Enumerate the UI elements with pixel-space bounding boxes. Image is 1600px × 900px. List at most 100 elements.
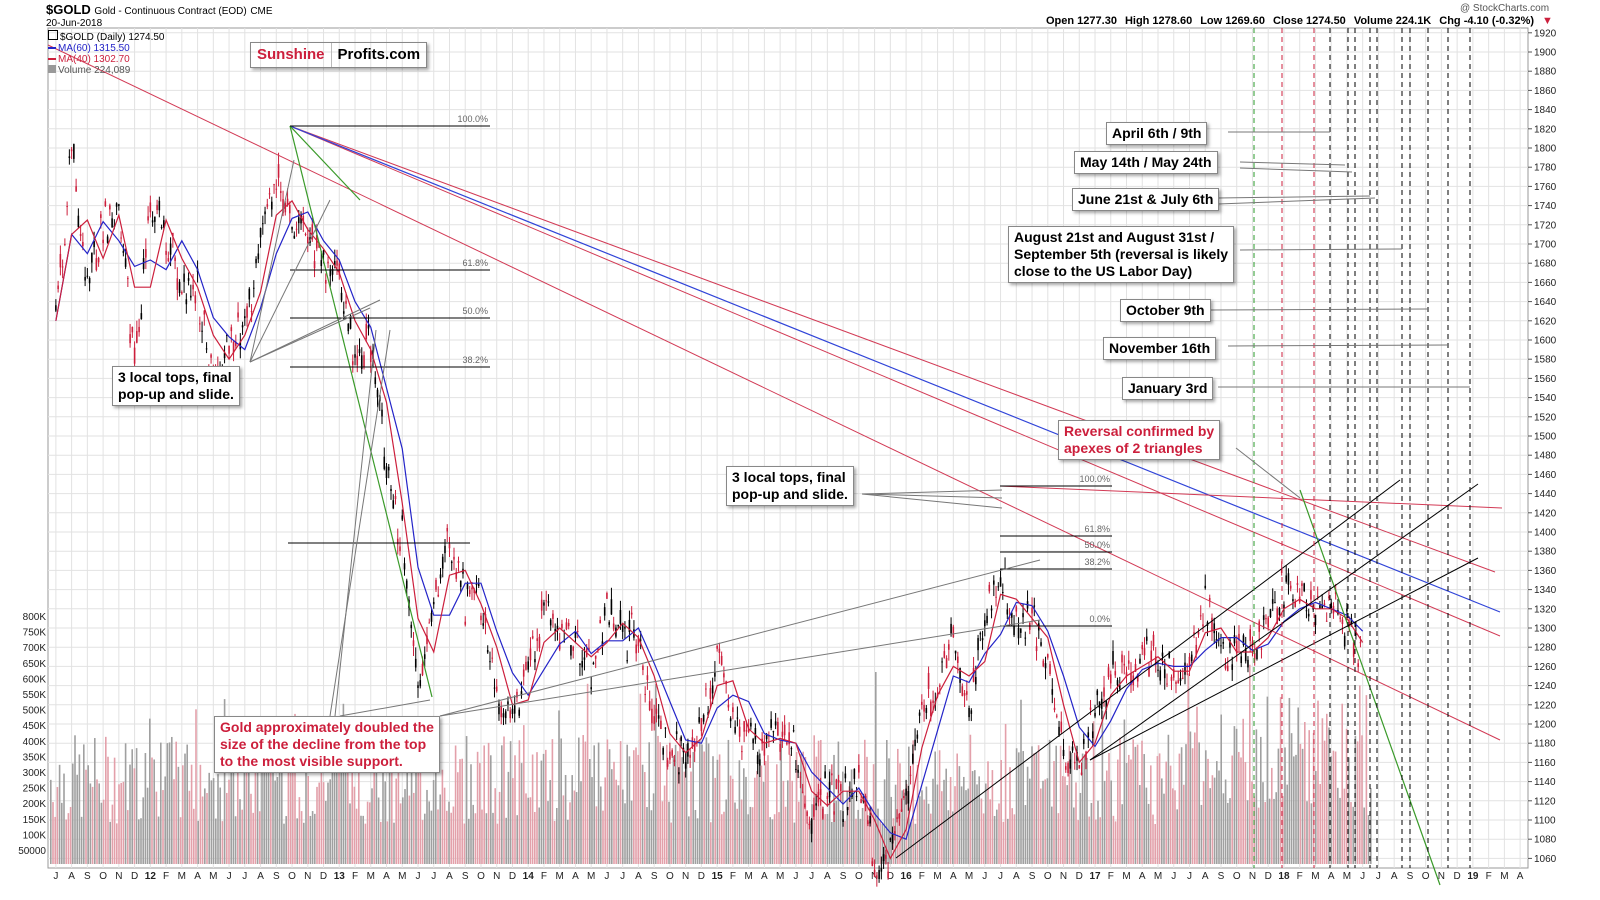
volume-bar [1154, 823, 1156, 864]
volume-bar [404, 789, 406, 864]
price-candle-body [336, 260, 338, 266]
fib-label-2012: 100.0% [457, 114, 488, 124]
volume-bar [604, 777, 606, 864]
price-candle-body [792, 730, 795, 732]
symbol: $GOLD [46, 2, 91, 17]
price-candle-body [142, 258, 145, 270]
y-tick-label: 1240 [1534, 681, 1557, 692]
volume-bar [380, 821, 382, 864]
price-candle-body [849, 791, 851, 793]
volume-bar [663, 785, 666, 864]
volume-bar [1092, 721, 1095, 864]
price-candle-body [376, 389, 379, 398]
price-candle-body [396, 538, 399, 545]
volume-bar [415, 750, 417, 864]
price-candle-body [1139, 658, 1141, 664]
volume-bar [179, 817, 182, 864]
red-channel-trendline-lower [289, 125, 1501, 637]
price-candle-body [1278, 607, 1281, 616]
price-candle-body [772, 731, 775, 733]
price-candle-body [327, 261, 329, 264]
price-candle-body [160, 227, 163, 229]
price-candle-body [127, 278, 129, 280]
y-tick-label: 1480 [1534, 451, 1557, 462]
price-candle-body [500, 706, 503, 718]
volume-bar [67, 813, 70, 864]
annotation-tops-2016: 3 local tops, final pop-up and slide. [726, 466, 854, 506]
volume-bar [765, 760, 767, 864]
volume-bar [1152, 814, 1154, 864]
volume-bar [899, 763, 901, 864]
x-tick-label: J [793, 871, 798, 882]
price-candle-body [432, 601, 435, 605]
y-tick-label: 1220 [1534, 700, 1557, 711]
green-top-line-2013 [289, 125, 361, 201]
price-candle-body [612, 623, 615, 630]
volume-tick-label: 450K [23, 721, 47, 732]
volume-bar [303, 822, 305, 864]
volume-bar [611, 769, 613, 864]
volume-bar [292, 747, 294, 864]
volume-bar [100, 802, 103, 864]
volume-bar [342, 703, 345, 864]
volume-bar [1031, 746, 1033, 864]
volume-bar [177, 766, 180, 864]
volume-bar [1090, 802, 1093, 864]
volume-bar [989, 799, 991, 864]
price-candle-body [266, 204, 269, 207]
y-tick-label: 1360 [1534, 566, 1557, 577]
price-candle-body [441, 556, 444, 569]
price-candle-body [136, 331, 138, 343]
price-candle-body [626, 660, 628, 662]
x-tick-label: N [115, 871, 122, 882]
price-candle-body [313, 261, 316, 269]
y-tick-label: 1060 [1534, 854, 1557, 865]
volume-bar [481, 809, 483, 864]
volume-bar [432, 780, 435, 864]
volume-bar [201, 796, 204, 864]
volume-bar [204, 788, 206, 864]
volume-bar [868, 821, 870, 864]
annotation-doubled: Gold approximately doubled the size of t… [214, 716, 440, 773]
volume-bar [679, 737, 681, 864]
x-tick-label: A [761, 871, 768, 882]
volume-bar [1103, 780, 1106, 864]
price-candle-body [448, 544, 451, 549]
price-candle-body [858, 764, 860, 773]
volume-bar [355, 808, 358, 864]
price-candle-body [124, 258, 127, 267]
price-candle-body [815, 803, 817, 806]
price-candle-body [97, 257, 100, 263]
y-tick-label: 1800 [1534, 144, 1557, 155]
x-tick-label: J [604, 871, 609, 882]
price-candle-body [1040, 642, 1042, 646]
volume-bar [826, 814, 829, 864]
volume-bar [72, 763, 74, 864]
price-candle-body [1033, 605, 1036, 607]
volume-bar [879, 821, 881, 864]
price-candle-body [747, 727, 750, 732]
volume-bar [226, 792, 228, 864]
volume-bar [778, 812, 780, 864]
price-candle-body [745, 730, 748, 732]
volume-bar [556, 808, 558, 864]
volume-bar [936, 784, 939, 864]
volume-bar [237, 758, 239, 864]
volume-bar [164, 776, 166, 864]
volume-bar [553, 820, 556, 864]
price-candle-body [997, 586, 1000, 588]
volume-bar [881, 823, 884, 864]
volume-tick-label: 300K [23, 768, 47, 779]
volume-bar [890, 796, 892, 864]
volume-bar [151, 757, 153, 864]
volume-bar [1053, 761, 1055, 864]
price-candle-body [100, 214, 102, 218]
y-tick-label: 1740 [1534, 201, 1557, 212]
ohlc-bar: Open 1277.30 High 1278.60 Low 1269.60 Cl… [1046, 15, 1553, 27]
volume-bar [1348, 757, 1350, 864]
price-candle-body [765, 734, 768, 740]
price-candle-body [439, 574, 442, 579]
price-candle-body [628, 619, 631, 632]
x-tick-label: A [1139, 871, 1146, 882]
volume-bar [1037, 745, 1040, 864]
